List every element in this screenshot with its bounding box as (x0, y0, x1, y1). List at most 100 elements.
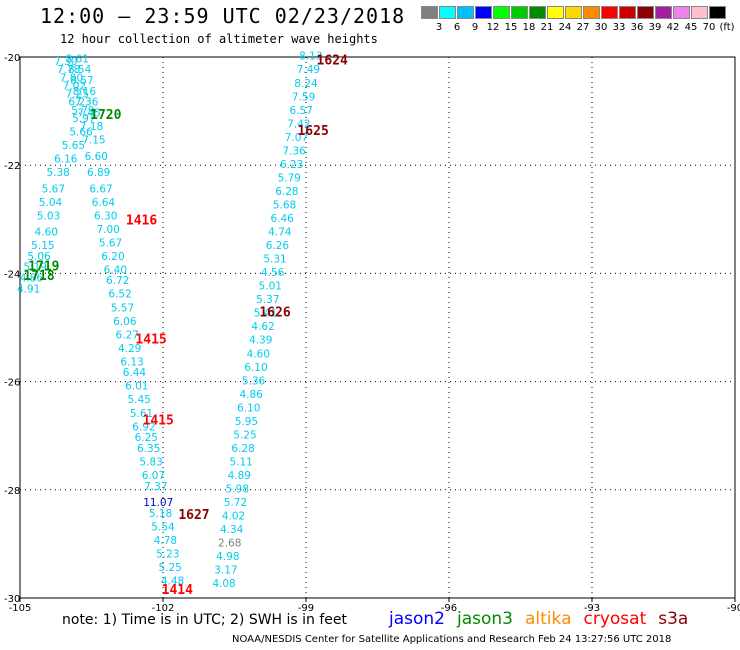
track-label: 1720 (90, 108, 121, 123)
track-label: 1719 (28, 259, 59, 274)
swh-point: 4.34 (220, 524, 244, 536)
swh-point: 5.11 (229, 456, 252, 468)
swh-point: 5.25 (158, 562, 181, 574)
satellite-jason3: jason3 (457, 609, 513, 629)
legend-swatch (637, 6, 654, 19)
plot-frame (19, 56, 736, 599)
swh-point: 5.06 (27, 251, 51, 263)
legend-label: 27 (576, 22, 590, 33)
swh-point: 5.45 (127, 394, 150, 406)
swh-point: 6.40 (104, 264, 127, 276)
swh-point: 5.41 (254, 308, 277, 320)
track-label: 1624 (317, 54, 348, 69)
y-tick-label: -28 (4, 486, 20, 497)
swh-point: 6.52 (108, 289, 131, 301)
swh-point: 7.78 (57, 64, 80, 76)
swh-point: 4.74 (268, 227, 292, 239)
swh-point: 11.07 (143, 497, 173, 509)
swh-point: 4.62 (251, 321, 274, 333)
swh-point: 7.42 (287, 118, 310, 130)
swh-point: 5.31 (263, 254, 286, 266)
swh-point: 5.04 (39, 197, 63, 209)
satellite-altika: altika (525, 609, 572, 629)
x-tick-label: -96 (441, 603, 457, 614)
swh-point: 7.00 (96, 224, 119, 236)
swh-point: 5.98 (226, 484, 249, 496)
swh-point: 4.89 (228, 470, 251, 482)
swh-point: 5.19 (24, 262, 47, 274)
track-label: 1416 (126, 213, 157, 228)
legend-swatch (529, 6, 546, 19)
swh-point: 4.60 (247, 348, 270, 360)
swh-point: 6.28 (231, 443, 254, 455)
legend-label: (ft) (719, 22, 735, 33)
swh-point: 4.86 (20, 273, 44, 285)
swh-point: 7.37 (144, 481, 167, 493)
track-label: 1718 (23, 269, 54, 284)
swh-point: 4.02 (222, 511, 245, 523)
swh-point: 5.79 (278, 172, 301, 184)
swh-point: 7.36 (75, 97, 99, 109)
y-tick-label: -20 (4, 53, 20, 64)
swh-point: 7.36 (282, 145, 306, 157)
swh-point: 5.03 (37, 210, 60, 222)
legend-label: 9 (471, 22, 479, 33)
x-tick-label: -99 (298, 603, 314, 614)
swh-point: 7.25 (66, 89, 89, 101)
swh-point: 6.13 (120, 356, 143, 368)
y-tick-label: -26 (4, 378, 20, 389)
legend-swatch (583, 6, 600, 19)
swh-point: 5.57 (111, 302, 134, 314)
legend-label: 3 (435, 22, 443, 33)
legend-label: 6 (453, 22, 461, 33)
swh-point: 4.56 (261, 267, 285, 279)
swh-point: 8.57 (70, 75, 93, 87)
swh-point: 6.46 (270, 213, 294, 225)
track-label: 1415 (143, 413, 174, 428)
legend-label: 36 (630, 22, 644, 33)
swh-point: 6.16 (54, 153, 78, 165)
swh-point: 5.37 (256, 294, 279, 306)
swh-point: 5.68 (273, 199, 296, 211)
swh-point: 5.83 (139, 456, 162, 468)
satellite-s3a: s3a (658, 609, 689, 629)
swh-point: 6.06 (113, 316, 137, 328)
y-tick-label: -22 (4, 161, 20, 172)
grid (20, 57, 735, 598)
legend-label: 42 (666, 22, 680, 33)
x-tick-label: -102 (152, 603, 175, 614)
swh-point: 7.07 (285, 132, 308, 144)
legend-swatch (655, 6, 672, 19)
legend-label: 24 (558, 22, 572, 33)
legend-swatch (439, 6, 456, 19)
swh-point: 5.95 (235, 416, 258, 428)
axes: -105 -102 -99 -96 -93 -90 -20 -22 -24 -26 -28 -30 (4, 53, 740, 614)
legend-label: 33 (612, 22, 626, 33)
x-tick-label: -93 (584, 603, 600, 614)
swh-point: 5.36 (242, 375, 266, 387)
legend-label: 70 (702, 22, 716, 33)
swh-point: 6.28 (275, 186, 298, 198)
y-tick-label: -30 (4, 594, 20, 605)
swh-point: 7.02 (63, 80, 86, 92)
swh-point: 4.48 (161, 575, 184, 587)
swh-point: 7.49 (297, 64, 320, 76)
swh-point: 6.26 (266, 240, 290, 252)
swh-point: 5.25 (233, 429, 256, 441)
credit-line: NOAA/NESDIS Center for Satellite Applica… (232, 634, 672, 645)
swh-point: 8.13 (299, 51, 322, 63)
swh-point: 6.72 (106, 275, 129, 287)
swh-point: 7.80 (60, 72, 83, 84)
swh-point: 7.59 (292, 91, 315, 103)
swh-point: 5.38 (46, 167, 69, 179)
legend-swatch (457, 6, 474, 19)
swh-point: 6.67 (89, 183, 112, 195)
swh-point: 6.44 (123, 367, 147, 379)
legend-label: 15 (504, 22, 518, 33)
swh-point: 6.10 (244, 362, 267, 374)
legend-swatch (475, 6, 492, 19)
swh-point: 6.27 (116, 329, 139, 341)
swh-point: 5.01 (259, 281, 282, 293)
swh-point: 4.60 (35, 227, 58, 239)
